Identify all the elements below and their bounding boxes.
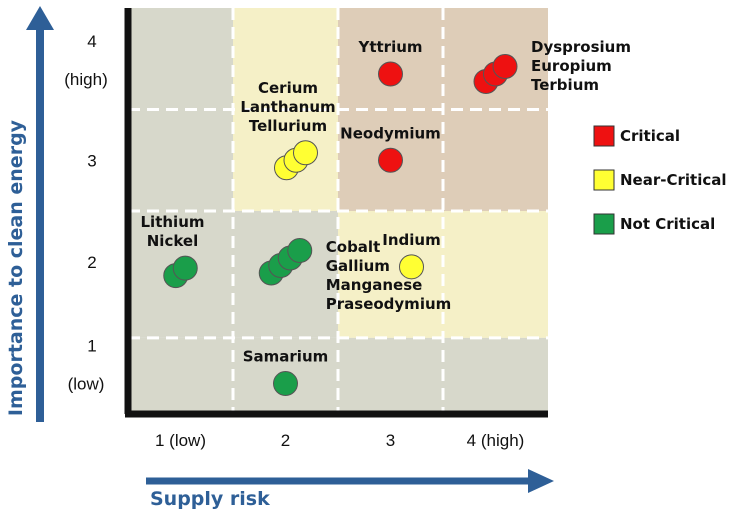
zone-cell <box>338 211 443 338</box>
label-neodymium: Neodymium <box>340 124 441 142</box>
y-tick-label: 2 <box>87 253 96 272</box>
grid-lines <box>128 8 548 414</box>
label-terbium: Terbium <box>531 76 599 94</box>
point-praseodymium <box>287 238 313 263</box>
y-tick-label: 4 <box>87 32 96 51</box>
point-terbium <box>492 53 518 79</box>
label-manganese: Manganese <box>326 276 423 294</box>
zone-cell <box>443 109 548 211</box>
label-europium: Europium <box>531 57 612 75</box>
zone-cell <box>338 337 443 414</box>
label-praseodymium: Praseodymium <box>326 295 452 313</box>
tick-labels: 1 (low) 2 3 4 (high) 4 (high) 3 2 1 (low) <box>64 32 524 450</box>
y-axis-title: Importance to clean energy <box>5 119 27 416</box>
label-indium: Indium <box>382 231 440 249</box>
label-yttrium: Yttrium <box>357 38 422 56</box>
x-tick-label: 3 <box>386 431 395 450</box>
legend-label-not-critical: Not Critical <box>620 215 715 233</box>
label-tellurium: Tellurium <box>249 117 327 135</box>
x-tick-label: 4 (high) <box>467 431 525 450</box>
label-cobalt: Cobalt <box>326 238 381 256</box>
point-samarium <box>273 371 298 397</box>
x-tick-label: 2 <box>281 431 290 450</box>
point-nickel <box>172 255 198 281</box>
y-axis-arrowhead-icon <box>26 6 54 30</box>
label-cerium: Cerium <box>258 79 318 97</box>
label-nickel: Nickel <box>147 232 198 250</box>
legend-label-near-critical: Near-Critical <box>620 171 727 189</box>
legend-label-critical: Critical <box>620 127 680 145</box>
y-tick-label: 3 <box>87 151 96 170</box>
label-dysprosium: Dysprosium <box>531 38 631 56</box>
zone-cell <box>443 211 548 338</box>
label-samarium: Samarium <box>243 348 329 366</box>
zone-cell <box>128 8 233 110</box>
data-points <box>163 53 518 397</box>
legend-swatch-near-critical <box>593 169 615 191</box>
legend-swatch-not-critical <box>593 213 615 235</box>
label-lanthanum: Lanthanum <box>240 98 335 116</box>
x-tick-label: 1 (low) <box>155 431 206 450</box>
legend: Critical Near-Critical Not Critical <box>593 125 727 235</box>
y-tick-label: (high) <box>64 70 107 89</box>
legend-swatch-critical <box>593 125 615 147</box>
zone-cell <box>338 8 443 110</box>
risk-zones <box>128 8 548 414</box>
zone-cell <box>128 337 233 414</box>
x-axis-title: Supply risk <box>150 488 270 510</box>
zone-cell <box>443 337 548 414</box>
point-indium <box>399 254 424 280</box>
x-axis-arrowhead-icon <box>528 469 554 493</box>
point-tellurium <box>293 140 318 166</box>
zone-cell <box>233 8 338 110</box>
label-lithium: Lithium <box>141 213 205 231</box>
y-tick-label: (low) <box>68 374 105 393</box>
point-neodymium <box>378 147 403 173</box>
y-tick-label: 1 <box>87 336 96 355</box>
zone-cell <box>128 109 233 211</box>
label-gallium: Gallium <box>326 257 390 275</box>
point-yttrium <box>378 61 403 87</box>
